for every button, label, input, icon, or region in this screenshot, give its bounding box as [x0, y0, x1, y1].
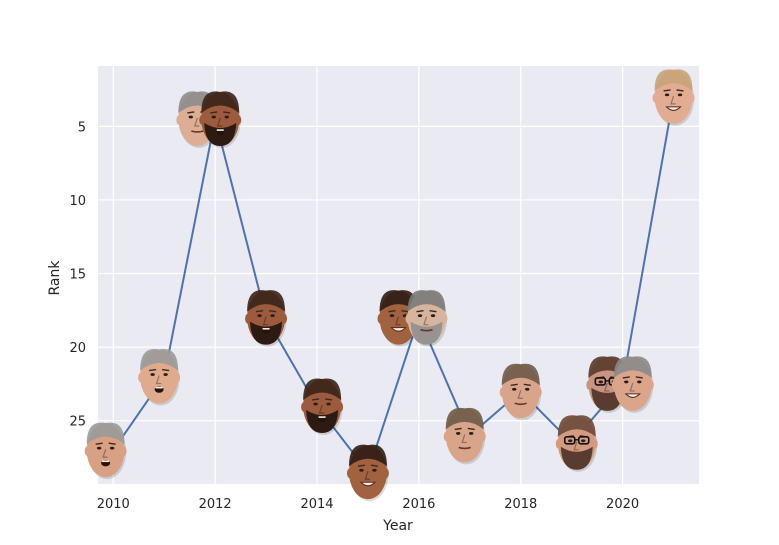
face-marker [245, 290, 288, 347]
x-tick-label: 2020 [606, 497, 639, 512]
face-marker [84, 422, 127, 480]
face-marker [555, 415, 598, 472]
x-tick-label: 2018 [504, 497, 537, 512]
face-marker [499, 363, 542, 421]
x-tick-label: 2016 [402, 497, 435, 512]
y-tick-label: 10 [69, 194, 86, 209]
face-marker [346, 444, 389, 502]
face-markers [84, 69, 695, 502]
y-tick-label: 20 [69, 341, 86, 356]
face-marker [443, 407, 486, 465]
x-tick-label: 2012 [199, 497, 232, 512]
x-tick-label: 2014 [300, 497, 333, 512]
y-axis-title: Rank [47, 260, 63, 296]
face-marker [199, 91, 242, 148]
x-tick-labels: 2010 2012 2014 2016 2018 2020 [97, 497, 639, 512]
y-tick-label: 5 [78, 120, 86, 135]
face-marker [405, 290, 448, 347]
y-tick-label: 15 [69, 268, 86, 283]
face-marker [611, 356, 654, 413]
face-marker [138, 349, 181, 406]
y-tick-label: 25 [69, 415, 86, 430]
x-tick-label: 2010 [97, 497, 130, 512]
y-tick-labels: 5 10 15 20 25 [69, 120, 86, 429]
face-marker [301, 378, 344, 435]
face-marker [652, 69, 695, 126]
x-axis-title: Year [382, 518, 413, 534]
